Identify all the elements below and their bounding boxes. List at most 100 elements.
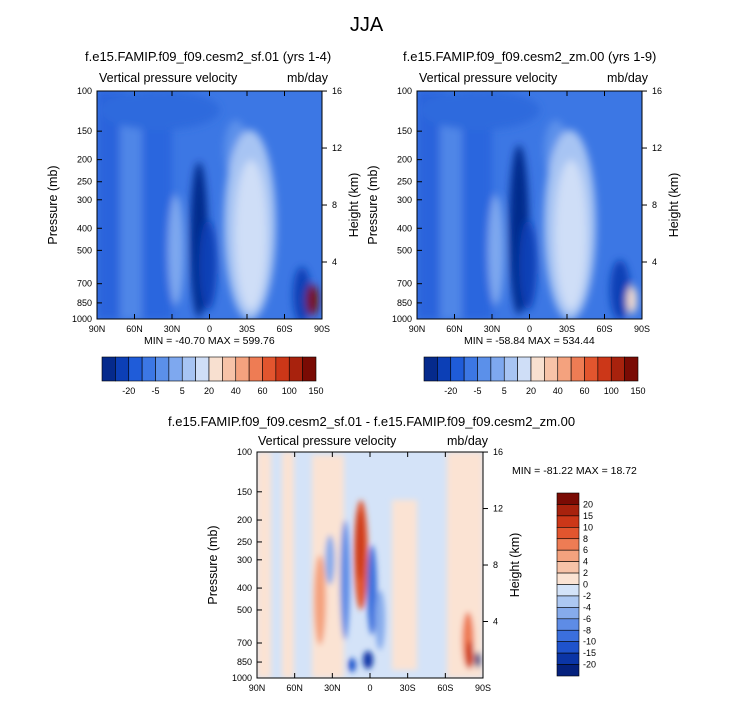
colorbar-swatch: [556, 618, 580, 631]
colorbar-swatch: [556, 572, 580, 585]
colorbar-swatch: [556, 504, 580, 517]
y-tick-label: 500: [77, 245, 92, 255]
colorbar-swatch: [556, 595, 580, 608]
field-blob: [356, 510, 364, 580]
field-blob: [488, 195, 504, 305]
field-blob: [475, 652, 481, 668]
y-tick-label: 300: [77, 195, 92, 205]
y-tick-label: 400: [237, 583, 252, 593]
field-blob: [314, 555, 326, 645]
y-tick-label: 100: [397, 86, 412, 96]
height-tick-label: 4: [332, 257, 337, 267]
y-tick-label: 150: [237, 487, 252, 497]
x-tick-label: 90N: [89, 324, 106, 334]
colorbar-label: -6: [583, 614, 591, 624]
colorbar-label: -20: [444, 386, 457, 396]
colorbar-label: 100: [282, 386, 297, 396]
colorbar-label: 20: [583, 499, 593, 509]
subtitle-right-top-left: mb/day: [287, 71, 328, 85]
y-tick-label: 1000: [232, 673, 252, 683]
y-tick-label: 200: [237, 515, 252, 525]
x-tick-label: 60N: [286, 683, 303, 693]
height-tick-label: 4: [652, 257, 657, 267]
colorbar-swatch: [556, 584, 580, 597]
colorbar-swatch: [302, 356, 317, 382]
x-tick-label: 30S: [559, 324, 575, 334]
y-tick-label: 400: [397, 223, 412, 233]
colorbar-label: -20: [583, 660, 596, 670]
field-blob: [555, 160, 587, 310]
field-blob: [420, 91, 540, 130]
subtitle-right-top-right: mb/day: [607, 71, 648, 85]
right-axis-label: Height (km): [667, 173, 681, 238]
colorbar-swatch: [556, 652, 580, 665]
y-tick-label: 850: [77, 298, 92, 308]
colorbar-label: 5: [180, 386, 185, 396]
colorbar-label: 6: [583, 545, 588, 555]
colorbar-label: -15: [583, 648, 596, 658]
colorbar-label: 8: [583, 534, 588, 544]
panel-title-top-right: f.e15.FAMIP.f09_f09.cesm2_zm.00 (yrs 1-9…: [403, 49, 657, 64]
colorbar-label: 150: [630, 386, 645, 396]
panel-title-top-left: f.e15.FAMIP.f09_f09.cesm2_sf.01 (yrs 1-4…: [85, 49, 332, 64]
field-blob: [363, 651, 373, 669]
y-tick-label: 250: [237, 537, 252, 547]
x-tick-label: 0: [527, 324, 532, 334]
field-band: [120, 95, 142, 319]
y-axis-label: Pressure (mb): [46, 165, 60, 244]
subtitle-right-bottom: mb/day: [447, 434, 488, 448]
colorbar-swatch: [556, 629, 580, 642]
colorbar-label: 10: [583, 522, 593, 532]
height-tick-label: 8: [332, 200, 337, 210]
field-blob: [340, 520, 350, 640]
height-tick-label: 16: [652, 86, 662, 96]
y-tick-label: 400: [77, 223, 92, 233]
subtitle-left-bottom: Vertical pressure velocity: [258, 434, 397, 448]
x-tick-label: 60S: [437, 683, 453, 693]
height-tick-label: 12: [652, 143, 662, 153]
field-blob: [519, 220, 537, 310]
colorbar-swatch: [556, 538, 580, 551]
y-tick-label: 100: [77, 86, 92, 96]
field-blob: [199, 220, 217, 310]
colorbar-swatch: [556, 515, 580, 528]
x-tick-label: 60S: [596, 324, 612, 334]
colorbar-label: -8: [583, 625, 591, 635]
colorbar-swatch: [556, 561, 580, 574]
colorbar-label: -2: [583, 591, 591, 601]
subtitle-left-top-left: Vertical pressure velocity: [99, 71, 238, 85]
colorbar-label: 40: [231, 386, 241, 396]
y-axis-label: Pressure (mb): [366, 165, 380, 244]
x-tick-label: 90S: [475, 683, 491, 693]
field-blob: [100, 91, 220, 130]
colorbar-label: 15: [583, 511, 593, 521]
y-tick-label: 500: [397, 245, 412, 255]
page-title: JJA: [349, 14, 384, 36]
colorbar-label: 40: [553, 386, 563, 396]
field-blob: [168, 195, 184, 305]
colorbar-swatch: [624, 356, 639, 382]
x-tick-label: 60S: [276, 324, 292, 334]
field-blob: [348, 658, 356, 672]
field-band: [257, 452, 271, 678]
colorbar-label: -5: [473, 386, 481, 396]
x-tick-label: 90S: [634, 324, 650, 334]
height-tick-label: 16: [493, 447, 503, 457]
field-blob: [325, 535, 335, 585]
y-tick-label: 1000: [392, 314, 412, 324]
colorbar-label: 2: [583, 568, 588, 578]
colorbar-swatch: [556, 641, 580, 654]
height-tick-label: 12: [493, 504, 503, 514]
field-blob: [375, 590, 385, 650]
field-blob: [235, 160, 267, 310]
y-tick-label: 700: [237, 638, 252, 648]
y-tick-label: 500: [237, 605, 252, 615]
y-tick-label: 300: [237, 555, 252, 565]
x-tick-label: 30S: [400, 683, 416, 693]
colorbar-label: 60: [257, 386, 267, 396]
